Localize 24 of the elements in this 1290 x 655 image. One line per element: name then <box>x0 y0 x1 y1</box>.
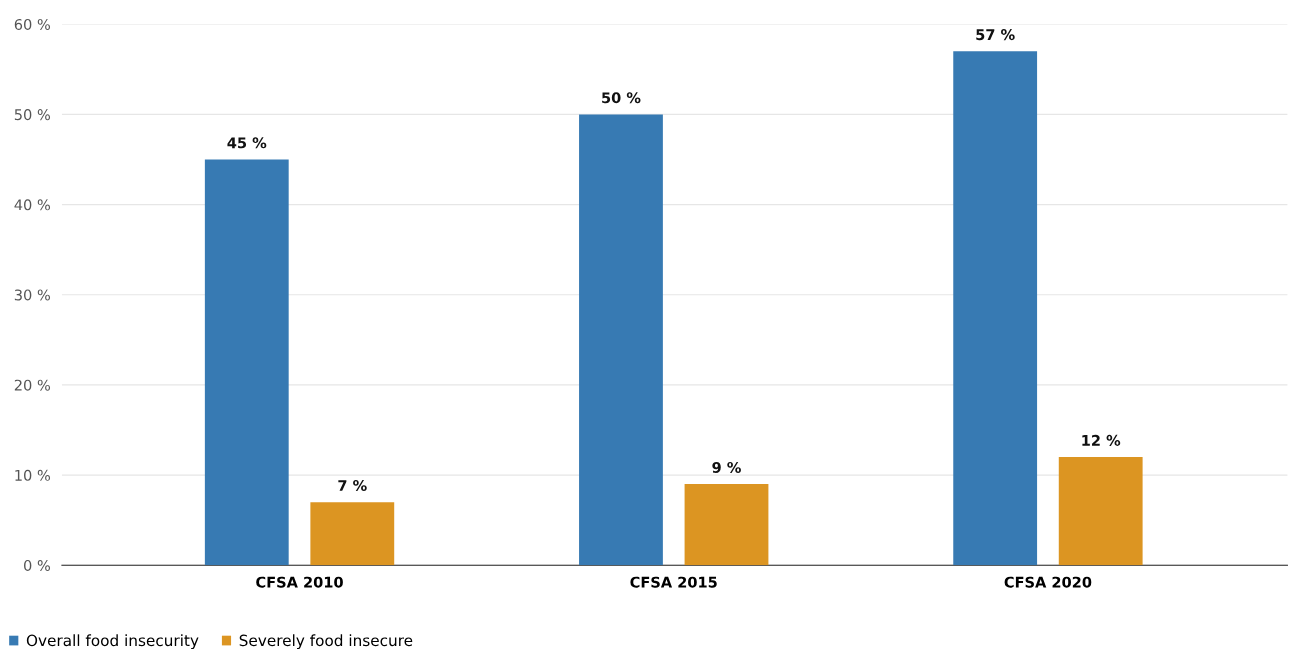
y-tick-label: 0 % <box>24 559 51 572</box>
y-tick-label: 10 % <box>15 469 50 481</box>
y-tick-label: 50 % <box>14 109 50 121</box>
data-label: 57 % <box>976 29 1015 41</box>
x-tick-label: CFSA 2015 <box>630 576 717 588</box>
y-tick-label: 30 % <box>14 289 50 301</box>
y-tick-label: 20 % <box>14 379 50 391</box>
bar <box>684 484 769 566</box>
y-tick-label: 60 % <box>14 18 50 30</box>
bar <box>579 114 663 566</box>
legend-label: Overall food insecurity <box>26 634 199 650</box>
data-label: 7 % <box>338 479 367 491</box>
bar <box>204 159 289 566</box>
data-label: 50 % <box>602 92 641 104</box>
x-tick-label: CFSA 2010 <box>256 576 343 588</box>
y-tick-label: 40 % <box>14 199 50 211</box>
data-label: 12 % <box>1082 434 1121 446</box>
data-label: 9 % <box>712 461 741 473</box>
bar <box>310 502 395 566</box>
bar <box>953 51 1038 566</box>
legend-label: Severely food insecure <box>239 634 413 650</box>
data-label: 45 % <box>227 137 267 149</box>
x-tick-label: CFSA 2020 <box>1004 576 1092 588</box>
bar <box>1058 457 1143 566</box>
